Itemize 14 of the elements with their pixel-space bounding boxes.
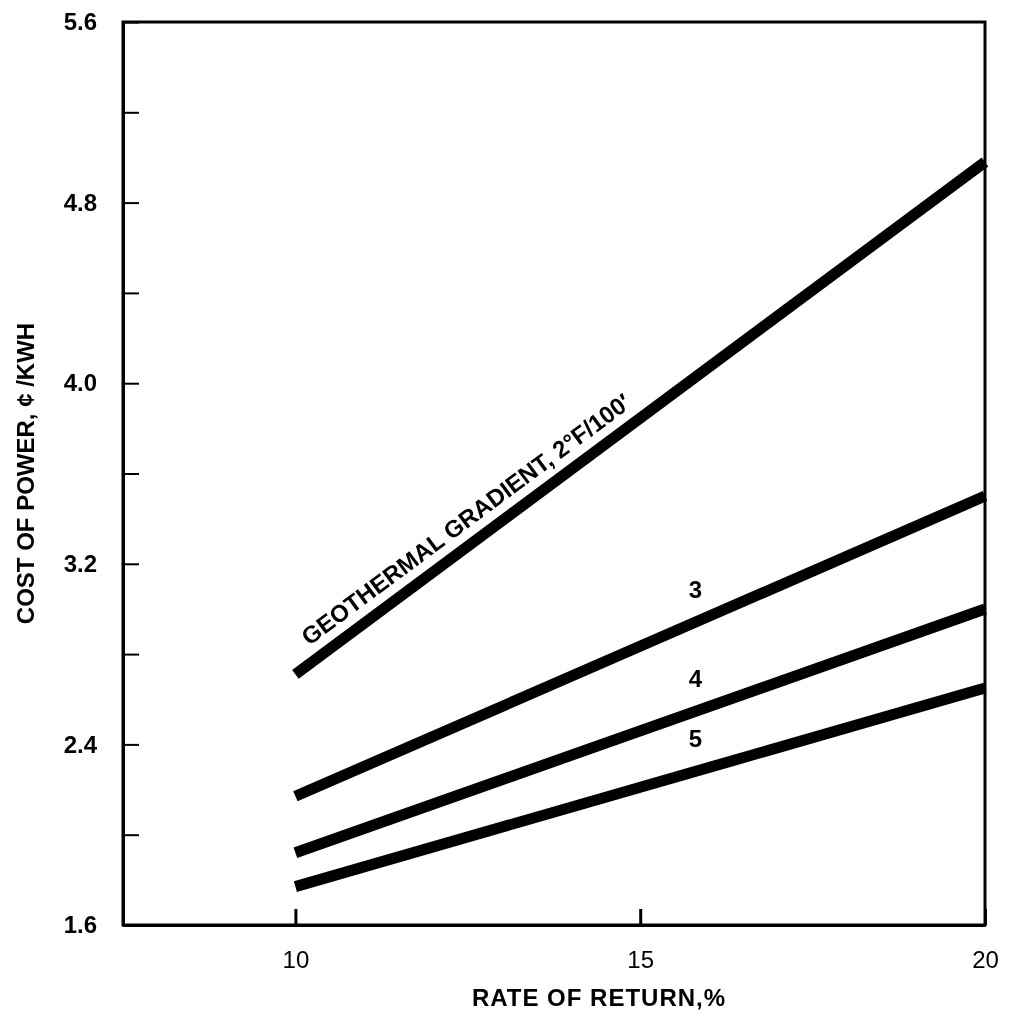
series-label: 3 (688, 576, 703, 604)
y-tick-label: 1.6 (63, 911, 97, 939)
y-tick-label: 2.4 (63, 730, 98, 758)
y-tick-label: 3.2 (63, 549, 97, 577)
x-tick-label: 10 (282, 946, 310, 974)
x-axis-title: RATE OF RETURN,% (471, 984, 727, 1011)
y-tick-label: 4.8 (63, 188, 97, 216)
y-tick-label: 4.0 (63, 369, 97, 397)
series-label: 5 (688, 725, 703, 753)
x-tick-label: 20 (972, 946, 999, 974)
series-label: 4 (688, 665, 703, 693)
y-axis-title: COST OF POWER, ¢ /KWH (12, 322, 39, 625)
y-tick-label: 5.6 (63, 8, 97, 36)
x-tick-label: 15 (627, 946, 655, 974)
